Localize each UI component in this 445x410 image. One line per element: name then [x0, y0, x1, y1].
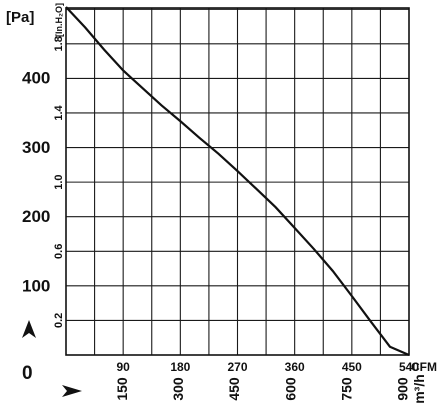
origin-label: 0 [22, 363, 33, 384]
series-line [65, 6, 410, 357]
x-tick-label-m3h: 600 [282, 377, 298, 401]
tick-labels: 100 200 300 400 0.2 0.6 1.0 1.4 1.8 90 180 270 360 45… [22, 36, 419, 401]
x-tick-label-cfm: 90 [116, 360, 130, 374]
y-tick-label-pa: 300 [22, 138, 50, 157]
y-unit-inh2o: [In.H₂O] [54, 3, 64, 37]
y-tick-label-pa: 200 [22, 207, 50, 226]
plot-frame [65, 7, 410, 356]
x-tick-label-m3h: 150 [114, 377, 130, 401]
x-tick-label-cfm: 360 [285, 360, 305, 374]
y-tick-label-inh2o: 0.6 [53, 244, 65, 259]
y-tick-label-pa: 400 [22, 68, 50, 87]
y-tick-label-inh2o: 0.2 [53, 313, 65, 328]
x-tick-label-m3h: 900 [395, 377, 411, 401]
x-tick-label-cfm: 180 [170, 360, 190, 374]
y-tick-label-pa: 100 [22, 277, 50, 296]
y-tick-label-inh2o: 1.4 [53, 104, 65, 120]
y-unit-pa: [Pa] [6, 9, 34, 26]
x-tick-label-cfm: 540 [399, 360, 419, 374]
grid [66, 8, 409, 355]
x-tick-label-cfm: 270 [227, 360, 247, 374]
y-tick-label-inh2o: 1.8 [53, 36, 65, 51]
x-axis-arrow-icon [62, 385, 82, 397]
x-tick-label-m3h: 750 [338, 377, 354, 401]
x-tick-label-m3h: 450 [226, 377, 242, 401]
x-tick-label-m3h: 300 [170, 377, 186, 401]
y-axis-arrow-icon [22, 320, 36, 338]
x-tick-label-cfm: 450 [342, 360, 362, 374]
x-unit-m3h: m³/h [411, 374, 427, 404]
y-tick-label-inh2o: 1.0 [53, 174, 65, 189]
x-unit-cfm: CFM [411, 360, 437, 374]
